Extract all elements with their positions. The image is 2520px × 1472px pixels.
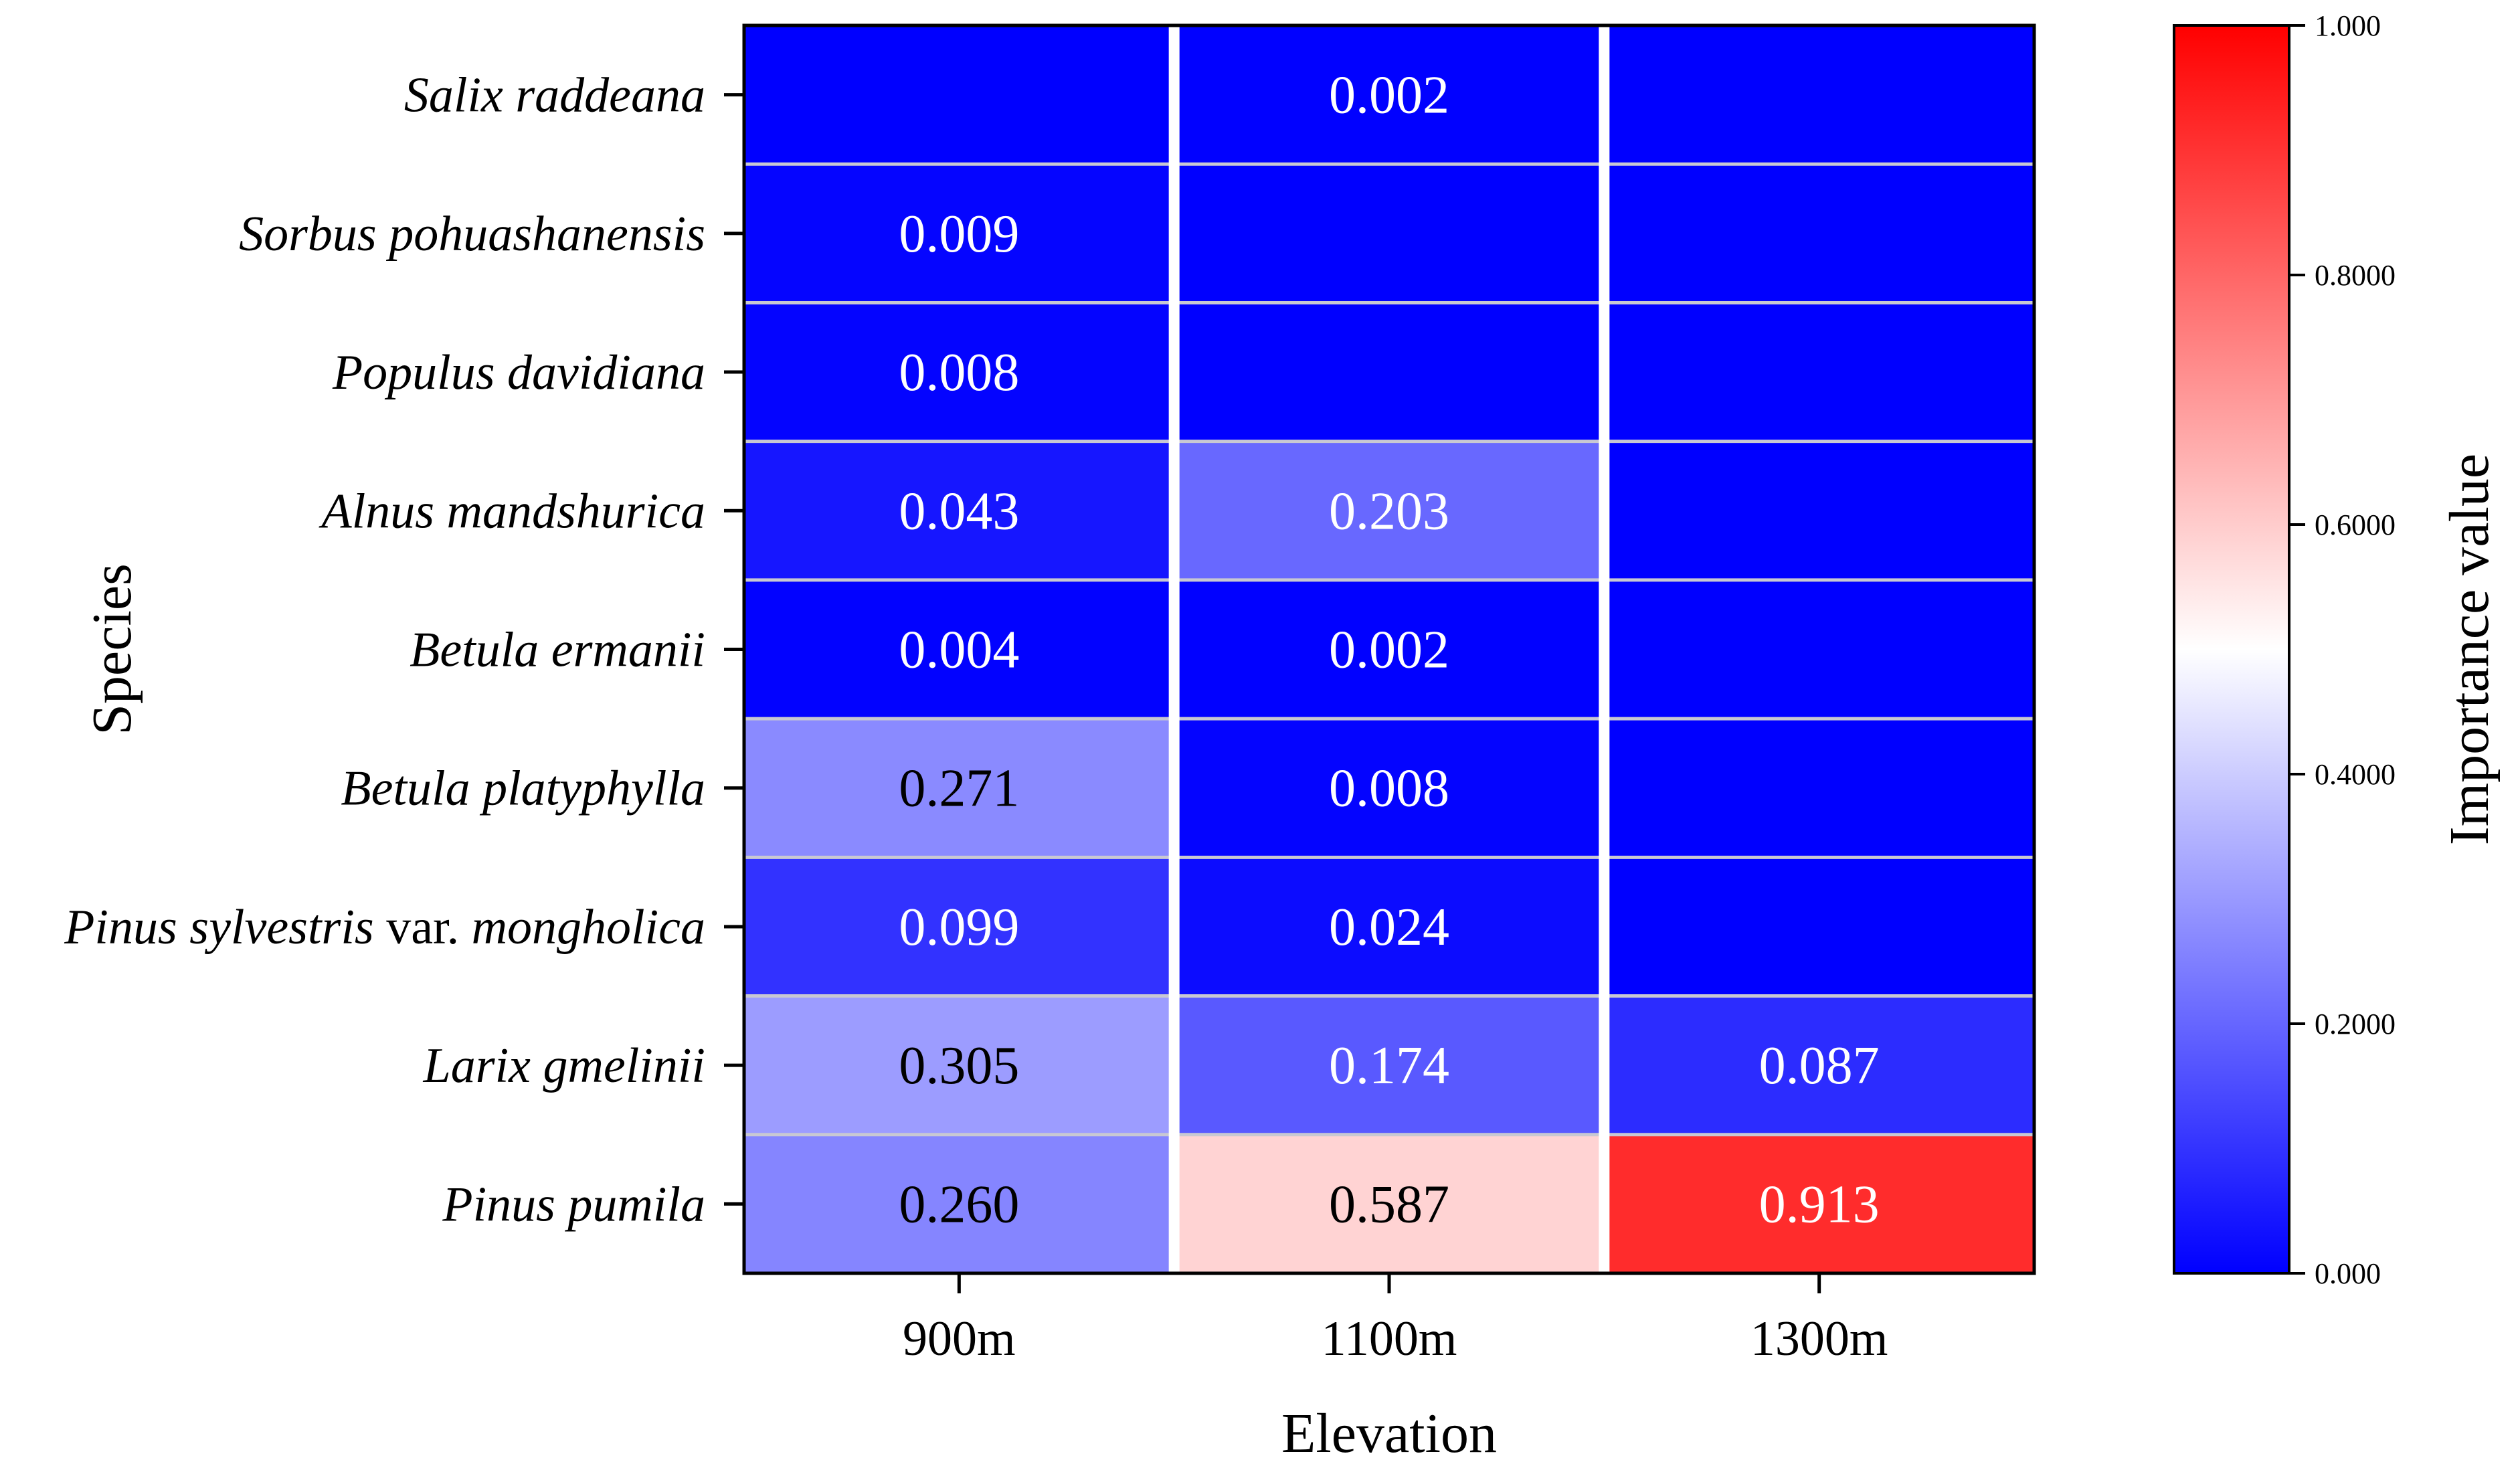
cell-value-label: 0.008: [899, 343, 1019, 402]
x-tick-label: 900m: [903, 1311, 1016, 1366]
colorbar-ticks: 0.000 0.2000 0.4000 0.6000 0.8000 1.000: [2289, 9, 2396, 1290]
cell-value-label: 0.009: [899, 205, 1019, 264]
cell-value-label: 0.024: [1329, 898, 1449, 957]
heatmap-cell: [1604, 1134, 2034, 1273]
heatmap-cell: [1604, 441, 2034, 580]
heatmap-cell: [1604, 302, 2034, 442]
heatmap-cell: [1174, 719, 1605, 858]
heatmap-cell: [744, 25, 1174, 165]
y-tick-label: Alnus mandshurica: [319, 484, 706, 539]
y-tick-label: Larix gmelinii: [423, 1038, 705, 1093]
heatmap-cell: [1174, 1134, 1605, 1273]
colorbar-tick-label: 0.8000: [2315, 259, 2396, 292]
colorbar-tick-label: 0.4000: [2315, 758, 2396, 791]
heatmap-cell: [1174, 441, 1605, 580]
y-tick-label: Salix raddeana: [404, 68, 705, 123]
y-axis-title: Species: [81, 563, 143, 735]
y-tick-label: Betula ermanii: [410, 623, 705, 678]
y-tick-label: Populus davidiana: [332, 345, 705, 400]
cell-value-label: 0.004: [899, 621, 1019, 680]
cell-value-label: 0.002: [1329, 621, 1449, 680]
cell-value-label: 0.913: [1759, 1175, 1880, 1234]
cell-value-label: 0.271: [899, 759, 1019, 818]
heatmap-cell: [1604, 719, 2034, 858]
heatmap-cell: [1174, 25, 1605, 165]
colorbar-tick-label: 1.000: [2315, 9, 2381, 42]
cell-value-label: 0.587: [1329, 1175, 1449, 1234]
heatmap-cells: [744, 25, 2034, 1273]
heatmap-cell: [1604, 996, 2034, 1135]
heatmap-cell: [1174, 302, 1605, 442]
colorbar-tick-label: 0.000: [2315, 1257, 2381, 1290]
heatmap-cell: [1604, 25, 2034, 165]
cell-value-label: 0.174: [1329, 1036, 1449, 1095]
y-tick-label: Pinus sylvestris var. mongholica: [64, 900, 705, 955]
colorbar: [2173, 24, 2290, 1275]
heatmap-cell: [1604, 164, 2034, 303]
heatmap-cell: [1174, 996, 1605, 1135]
heatmap-cell: [1604, 857, 2034, 996]
heatmap-cell: [744, 579, 1174, 719]
cell-value-label: 0.087: [1759, 1036, 1880, 1095]
y-axis-ticks: Salix raddeana Sorbus pohuashanensis Popul…: [64, 68, 744, 1232]
cell-value-label: 0.305: [899, 1036, 1019, 1095]
colorbar-tick-label: 0.6000: [2315, 509, 2396, 541]
heatmap-cell: [744, 302, 1174, 442]
heatmap-cell: [744, 1134, 1174, 1273]
y-tick-label: Sorbus pohuashanensis: [239, 207, 705, 262]
x-tick-label: 1100m: [1322, 1311, 1457, 1366]
x-axis-title: Elevation: [1281, 1402, 1497, 1465]
cell-value-labels: 0.002 0.009 0.008 0.043 0.203 0.004 0.002 0.271…: [899, 66, 1879, 1234]
x-tick-label: 1300m: [1750, 1311, 1888, 1366]
y-tick-label: Betula platyphylla: [341, 761, 705, 816]
cell-value-label: 0.002: [1329, 66, 1449, 125]
cell-value-label: 0.008: [1329, 759, 1449, 818]
cell-value-label: 0.043: [899, 482, 1019, 541]
heatmap-cell: [1604, 579, 2034, 719]
x-axis-ticks: 900m 1100m 1300m: [903, 1273, 1888, 1366]
cell-dividers: [744, 25, 2034, 1273]
heatmap-cell: [744, 164, 1174, 303]
heatmap-cell: [744, 857, 1174, 996]
heatmap-cell: [744, 719, 1174, 858]
heatmap-cell: [744, 996, 1174, 1135]
cell-value-label: 0.099: [899, 898, 1019, 957]
heatmap-cell: [1174, 164, 1605, 303]
colorbar-tick-label: 0.2000: [2315, 1008, 2396, 1040]
colorbar-title: Importance value: [2438, 454, 2501, 845]
cell-value-label: 0.203: [1329, 482, 1449, 541]
cell-value-label: 0.260: [899, 1175, 1019, 1234]
y-tick-label: Pinus pumila: [442, 1177, 705, 1232]
heatmap-cell: [744, 441, 1174, 580]
heatmap-cell: [1174, 857, 1605, 996]
heatmap-cell: [1174, 579, 1605, 719]
